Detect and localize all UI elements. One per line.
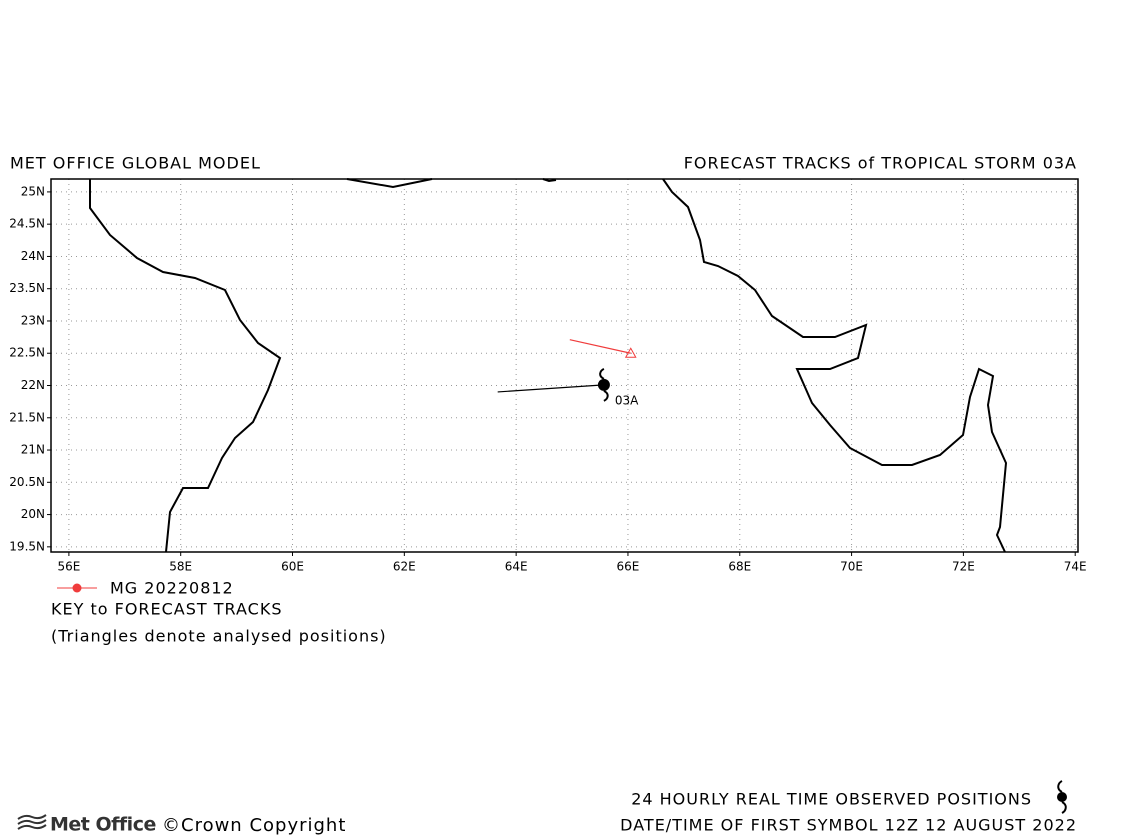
- logo-mark: [17, 814, 47, 830]
- y-tick-label: 24.5N: [9, 217, 45, 231]
- footer-line: 24 HOURLY REAL TIME OBSERVED POSITIONS: [631, 790, 1032, 809]
- storm-label: 03A: [615, 393, 639, 407]
- title-right: FORECAST TRACKS of TROPICAL STORM 03A: [684, 154, 1077, 173]
- x-tick-label: 56E: [57, 560, 80, 574]
- x-tick-label: 64E: [505, 560, 528, 574]
- x-tick-label: 74E: [1064, 560, 1087, 574]
- footer-line: DATE/TIME OF FIRST SYMBOL 12Z 12 AUGUST …: [620, 816, 1077, 835]
- analysed-position: [624, 347, 637, 358]
- legend-dot: [72, 583, 82, 593]
- key-note: (Triangles denote analysed positions): [51, 627, 387, 646]
- legend-label: MG 20220812: [110, 579, 234, 598]
- y-tick-label: 23.5N: [9, 281, 45, 295]
- y-tick-label: 21.5N: [9, 410, 45, 424]
- y-tick-label: 23N: [21, 313, 45, 327]
- copyright: ©Crown Copyright: [162, 815, 346, 836]
- y-tick-label: 21N: [21, 443, 45, 457]
- storm-symbol: [1057, 780, 1067, 814]
- y-tick-label: 24N: [21, 249, 45, 263]
- storm-core: [597, 378, 610, 391]
- coastline: [346, 178, 433, 189]
- x-tick-label: 72E: [952, 560, 975, 574]
- plot-frame: [50, 178, 1079, 553]
- storm-arms: [599, 367, 609, 402]
- y-tick-label: 19.5N: [9, 539, 45, 553]
- x-tick-label: 68E: [728, 560, 751, 574]
- y-tick-label: 25N: [21, 184, 45, 198]
- x-tick-label: 60E: [281, 560, 304, 574]
- x-tick-label: 70E: [840, 560, 863, 574]
- observed-track: [497, 384, 604, 393]
- key-title: KEY to FORECAST TRACKS: [51, 600, 283, 619]
- logo: Met Office: [50, 814, 156, 836]
- y-tick-label: 22.5N: [9, 346, 45, 360]
- x-tick-label: 58E: [169, 560, 192, 574]
- y-tick-label: 20.5N: [9, 475, 45, 489]
- x-tick-label: 66E: [617, 560, 640, 574]
- coastline: [89, 179, 282, 553]
- plot-area: 56E 58E 60E 62E 64E 66E 68E 70E 72E 74E 19.5N 20N 20…: [9, 179, 1087, 574]
- x-tick-label: 62E: [393, 560, 416, 574]
- storm-symbol: [597, 367, 610, 402]
- coastline: [662, 178, 1008, 553]
- coastlines: [89, 178, 1008, 553]
- y-tick-label: 22N: [21, 378, 45, 392]
- forecast-track: [569, 339, 631, 354]
- title-left: MET OFFICE GLOBAL MODEL: [10, 154, 261, 173]
- y-tick-label: 20N: [21, 507, 45, 521]
